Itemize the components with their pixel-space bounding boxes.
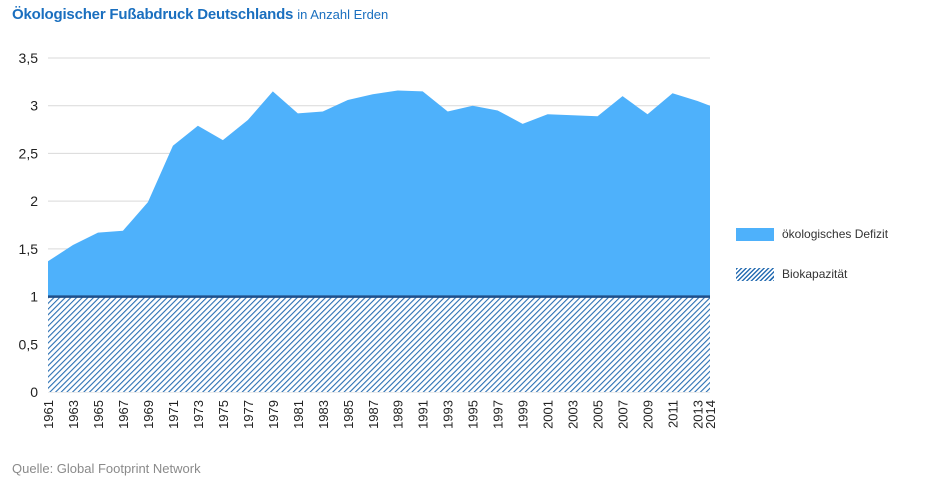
chart-title: Ökologischer Fußabdruck Deutschlands xyxy=(12,6,294,23)
x-tick-label: 1995 xyxy=(466,400,481,429)
x-tick-label: 2014 xyxy=(703,400,718,429)
x-tick-label: 1989 xyxy=(391,400,406,429)
area-series xyxy=(48,90,710,393)
x-tick-label: 2009 xyxy=(641,400,656,429)
x-tick-label: 1977 xyxy=(241,400,256,429)
x-tick-label: 1997 xyxy=(491,400,506,429)
chart-subtitle: in Anzahl Erden xyxy=(297,7,389,22)
x-tick-label: 1975 xyxy=(216,400,231,429)
x-tick-label: 1969 xyxy=(141,400,156,429)
legend-swatch-biocapacity xyxy=(736,267,774,281)
x-tick-label: 1987 xyxy=(366,400,381,429)
legend-label-deficit: ökologisches Defizit xyxy=(782,227,889,241)
x-tick-label: 1999 xyxy=(516,400,531,429)
legend-swatch-deficit xyxy=(736,227,774,241)
y-tick-label: 2,5 xyxy=(19,145,39,161)
x-tick-label: 1993 xyxy=(441,400,456,429)
axes: 0 0,5 1 1,5 2 2,5 3 3,5 1961 1963 1965 1967 1969 1971… xyxy=(19,50,718,429)
x-tick-label: 2001 xyxy=(541,400,556,429)
y-tick-label: 1,5 xyxy=(19,241,39,257)
legend-label-biocapacity: Biokapazität xyxy=(782,267,848,281)
x-tick-label: 1973 xyxy=(191,400,206,429)
x-tick-label: 2003 xyxy=(566,400,581,429)
biocapacity-area xyxy=(48,296,710,392)
x-tick-label: 1991 xyxy=(416,400,431,429)
y-tick-label: 2 xyxy=(30,193,38,209)
x-tick-label: 2011 xyxy=(666,400,681,428)
y-tick-label: 0 xyxy=(30,384,38,400)
x-tick-label: 1985 xyxy=(341,400,356,429)
x-tick-label: 2007 xyxy=(616,400,631,429)
x-tick-label: 1981 xyxy=(291,400,306,429)
x-tick-label: 1971 xyxy=(166,400,181,429)
legend-item-biocapacity: Biokapazität xyxy=(736,264,888,284)
x-tick-label: 1963 xyxy=(66,400,81,429)
source-note: Quelle: Global Footprint Network xyxy=(12,461,201,476)
y-tick-label: 3,5 xyxy=(19,50,39,66)
x-tick-label: 1967 xyxy=(116,400,131,429)
x-tick-label: 1965 xyxy=(91,400,106,429)
chart-title-row: Ökologischer Fußabdruck Deutschlands in A… xyxy=(12,6,388,24)
x-tick-label: 2013 xyxy=(691,400,706,429)
y-tick-label: 3 xyxy=(30,98,38,114)
x-tick-label: 1979 xyxy=(266,400,281,429)
x-tick-label: 1983 xyxy=(316,400,331,429)
x-tick-label: 1961 xyxy=(41,400,56,429)
legend: ökologisches Defizit Biokapazität xyxy=(736,224,888,304)
legend-item-deficit: ökologisches Defizit xyxy=(736,224,888,244)
y-tick-label: 0,5 xyxy=(19,336,39,352)
x-tick-label: 2005 xyxy=(591,400,606,429)
y-tick-label: 1 xyxy=(30,289,38,305)
